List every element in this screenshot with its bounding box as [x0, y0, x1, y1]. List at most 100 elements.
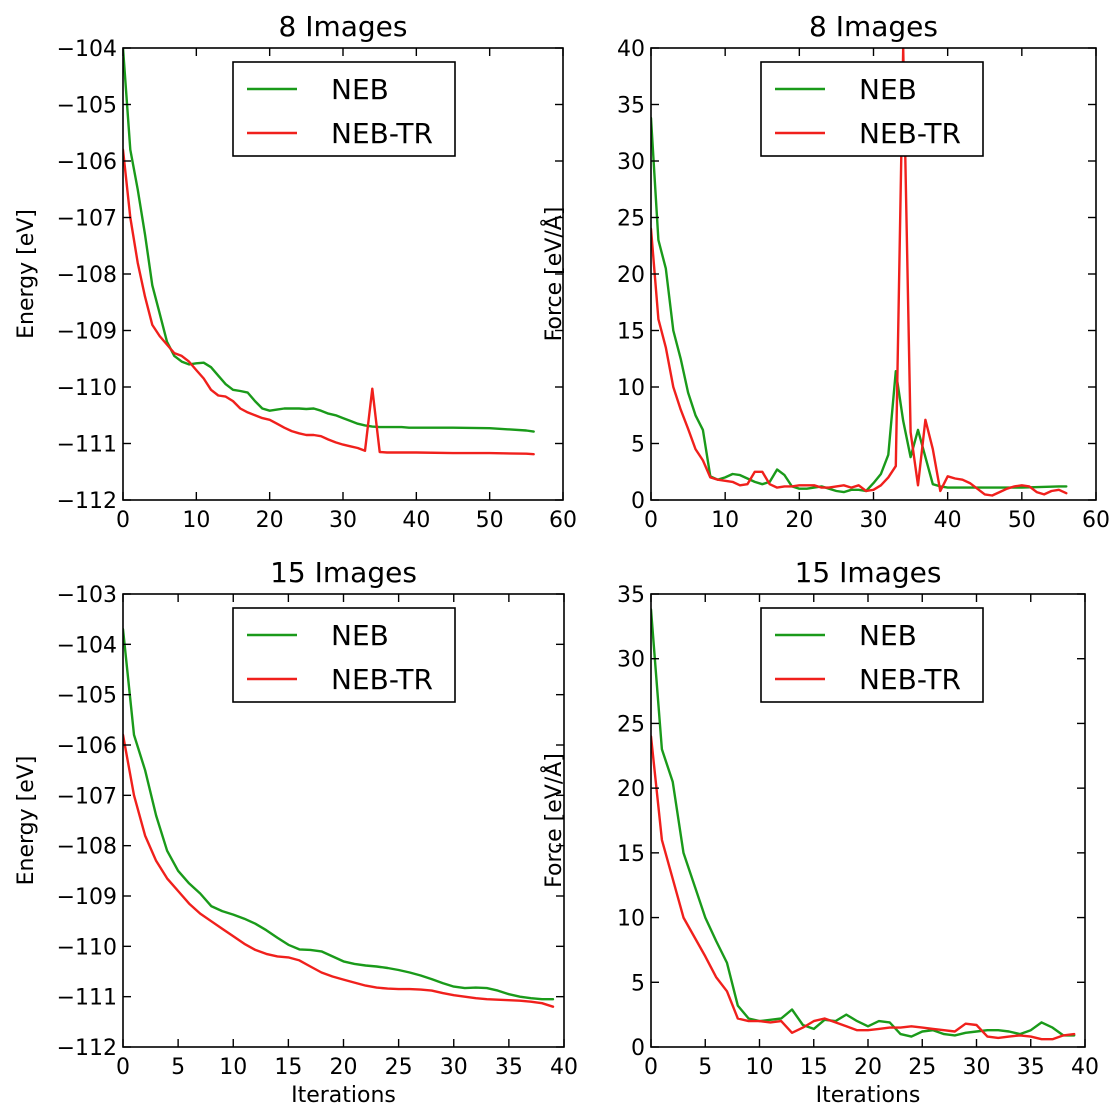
y-tick-label: 30	[617, 648, 645, 673]
legend-label-neb: NEB	[859, 619, 917, 652]
legend-box	[232, 607, 456, 703]
x-tick-label: 15	[274, 1055, 302, 1080]
y-tick-label: −112	[57, 1036, 117, 1061]
y-tick-label: 10	[617, 907, 645, 932]
x-tick-label: 50	[476, 508, 504, 533]
x-tick-label: 0	[116, 508, 130, 533]
y-tick-label: 35	[617, 583, 645, 608]
legend-label-neb-tr: NEB-TR	[331, 663, 433, 696]
x-tick-label: 10	[711, 508, 739, 533]
x-tick-label: 10	[182, 508, 210, 533]
chart-panel-2: 0 10 20 30 40 50 60 0 5 10 15 20 25 30 35 40 8 Images For…	[540, 10, 1110, 533]
x-tick-label: 40	[402, 508, 430, 533]
legend-label-neb: NEB	[331, 619, 389, 652]
y-tick-label: 5	[631, 971, 645, 996]
y-tick-label: −107	[57, 207, 117, 232]
legend: NEB NEB-TR	[760, 61, 984, 157]
y-tick-label: −112	[57, 489, 117, 514]
x-tick-label: 30	[860, 508, 888, 533]
x-axis-label: Iterations	[291, 1083, 396, 1106]
y-tick-label: 15	[617, 842, 645, 867]
y-tick-label: −111	[57, 986, 117, 1011]
y-tick-label: 40	[617, 37, 645, 62]
y-tick-label: −109	[57, 320, 117, 345]
y-axis-label: Force [eV/Å]	[540, 207, 567, 342]
x-tick-label: 40	[934, 508, 962, 533]
legend-box	[760, 61, 984, 157]
x-tick-label: 20	[785, 508, 813, 533]
legend-label-neb-tr: NEB-TR	[331, 117, 433, 150]
x-tick-label: 5	[171, 1055, 185, 1080]
series-line-neb-tr	[651, 48, 1068, 497]
x-tick-label: 30	[329, 508, 357, 533]
y-axis-label: Force [eV/Å]	[540, 753, 567, 888]
legend-label-neb-tr: NEB-TR	[859, 117, 961, 150]
y-tick-label: 25	[617, 712, 645, 737]
y-tick-label: −108	[57, 263, 117, 288]
chart-panel-4: 0 5 10 15 20 25 30 35 40 0 5 10 15 20 25 30 35 15 Images F…	[540, 556, 1099, 1106]
x-tick-label: 40	[550, 1055, 578, 1080]
y-tick-label: −104	[57, 37, 117, 62]
x-tick-label: 60	[549, 508, 577, 533]
series-line-neb-tr	[123, 733, 555, 1008]
y-tick-label: 0	[631, 489, 645, 514]
legend-box	[760, 607, 984, 703]
chart-title: 15 Images	[270, 556, 417, 589]
chart-panel-3: 0 5 10 15 20 25 30 35 40 −112 −111 −110 −109 −108 −107…	[14, 556, 578, 1106]
y-tick-label: 30	[617, 150, 645, 175]
y-tick-label: 35	[617, 94, 645, 119]
x-tick-label: 10	[219, 1055, 247, 1080]
y-tick-label: −103	[57, 583, 117, 608]
series-line-neb	[651, 608, 1076, 1038]
y-axis-label: Energy [eV]	[14, 756, 39, 886]
x-tick-label: 30	[440, 1055, 468, 1080]
y-tick-label: −107	[57, 784, 117, 809]
x-tick-label: 10	[746, 1055, 774, 1080]
chart-title: 15 Images	[795, 556, 942, 589]
x-tick-label: 40	[1071, 1055, 1099, 1080]
series-line-neb	[651, 116, 1068, 494]
legend: NEB NEB-TR	[760, 607, 984, 703]
y-tick-label: −104	[57, 633, 117, 658]
y-tick-label: 5	[631, 433, 645, 458]
x-tick-label: 35	[495, 1055, 523, 1080]
x-tick-label: 25	[385, 1055, 413, 1080]
y-tick-label: −110	[57, 376, 117, 401]
y-tick-label: −109	[57, 885, 117, 910]
x-tick-label: 0	[644, 1055, 658, 1080]
x-tick-label: 50	[1008, 508, 1036, 533]
legend: NEB NEB-TR	[232, 607, 456, 703]
y-tick-label: −106	[57, 150, 117, 175]
series-line-neb	[123, 628, 555, 1001]
y-tick-label: 10	[617, 376, 645, 401]
y-tick-label: −110	[57, 935, 117, 960]
chart-panel-1: 0 10 20 30 40 50 60 −112 −111 −110 −109 −108 −107 −10…	[14, 10, 577, 533]
series-line-neb-tr	[651, 735, 1076, 1041]
legend-label-neb: NEB	[331, 73, 389, 106]
x-tick-label: 20	[330, 1055, 358, 1080]
x-tick-label: 20	[854, 1055, 882, 1080]
x-tick-label: 0	[116, 1055, 130, 1080]
y-axis-label: Energy [eV]	[14, 209, 39, 339]
y-tick-label: 20	[617, 263, 645, 288]
series-line-neb-tr	[123, 148, 535, 456]
legend: NEB NEB-TR	[232, 61, 456, 157]
y-tick-label: 0	[631, 1036, 645, 1061]
y-tick-label: −111	[57, 433, 117, 458]
legend-label-neb: NEB	[859, 73, 917, 106]
x-tick-label: 5	[698, 1055, 712, 1080]
legend-label-neb-tr: NEB-TR	[859, 663, 961, 696]
chart-title: 8 Images	[809, 10, 938, 43]
x-tick-label: 20	[256, 508, 284, 533]
x-tick-label: 25	[908, 1055, 936, 1080]
series-line-neb	[123, 48, 535, 433]
y-tick-label: −106	[57, 734, 117, 759]
legend-box	[232, 61, 456, 157]
x-tick-label: 0	[644, 508, 658, 533]
y-tick-label: −108	[57, 835, 117, 860]
y-tick-label: 15	[617, 320, 645, 345]
x-tick-label: 60	[1082, 508, 1110, 533]
x-axis-label: Iterations	[816, 1083, 921, 1106]
y-tick-label: 25	[617, 207, 645, 232]
